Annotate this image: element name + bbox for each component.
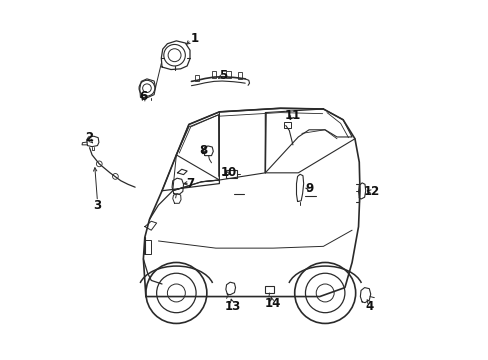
Bar xyxy=(226,71,230,78)
Text: 8: 8 xyxy=(199,144,207,157)
Bar xyxy=(225,170,236,178)
Bar xyxy=(284,122,290,128)
Bar xyxy=(195,75,199,81)
Text: 11: 11 xyxy=(284,109,301,122)
Text: 7: 7 xyxy=(186,177,194,190)
Text: 1: 1 xyxy=(190,32,198,45)
Text: 10: 10 xyxy=(220,166,236,179)
Text: 3: 3 xyxy=(93,199,101,212)
Bar xyxy=(265,286,273,293)
Text: 12: 12 xyxy=(363,185,379,198)
Text: 6: 6 xyxy=(139,90,147,103)
Text: 13: 13 xyxy=(224,300,241,313)
Text: 14: 14 xyxy=(264,297,281,310)
Text: 9: 9 xyxy=(305,183,312,195)
Bar xyxy=(144,240,150,253)
Text: 5: 5 xyxy=(219,69,226,82)
Bar xyxy=(211,71,216,78)
Text: 2: 2 xyxy=(85,131,93,144)
Bar xyxy=(238,72,242,79)
Text: 4: 4 xyxy=(365,300,373,313)
